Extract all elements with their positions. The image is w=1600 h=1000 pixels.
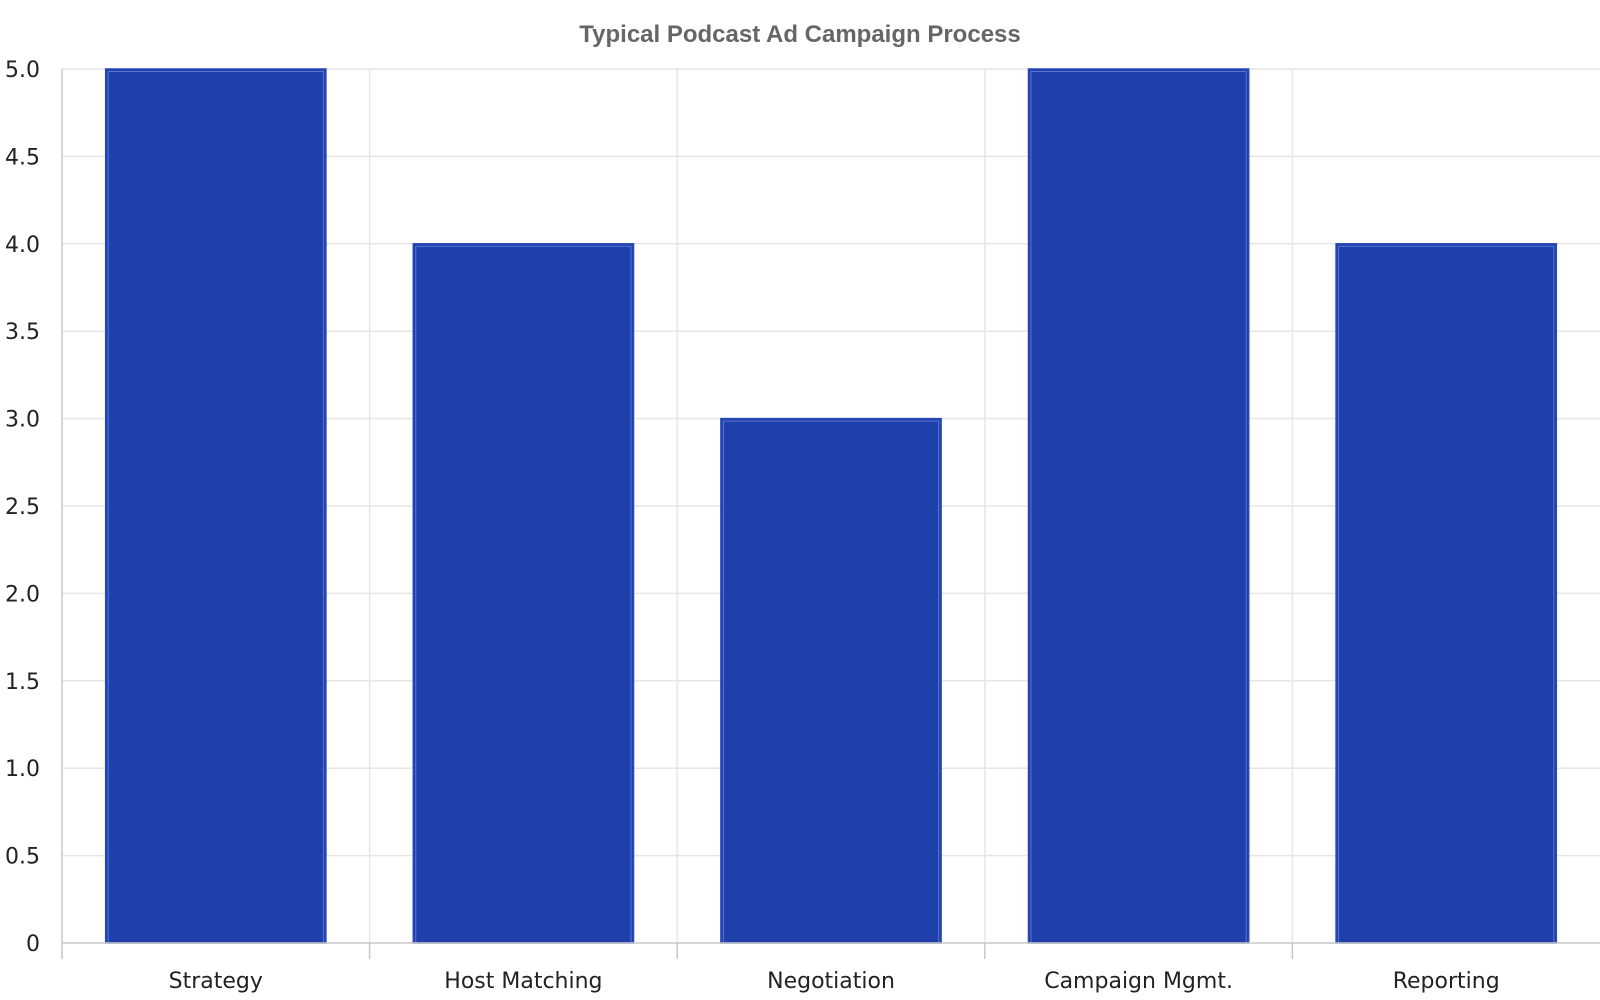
y-tick-label: 2.5 <box>5 495 40 520</box>
y-tick-labels: 0 0.5 1.0 1.5 2.0 2.5 3.0 3.5 4.0 4.5 5.0 <box>5 58 40 957</box>
x-tick-label: Strategy <box>169 969 263 994</box>
y-tick-label: 4.5 <box>5 145 40 170</box>
bar <box>720 417 942 944</box>
y-tick-label: 1.0 <box>5 757 40 782</box>
y-tick-label: 2.0 <box>5 582 40 607</box>
x-tick-label: Campaign Mgmt. <box>1044 969 1233 994</box>
bar-layer <box>104 68 1558 944</box>
y-tick-label: 4.0 <box>5 233 40 258</box>
y-tick-label: 3.0 <box>5 408 40 433</box>
y-tick-label: 0.5 <box>5 845 40 870</box>
x-tick-labels: Strategy Host Matching Negotiation Campaign… <box>169 969 1500 994</box>
y-tick-label: 1.5 <box>5 670 40 695</box>
y-tick-label: 0 <box>26 932 40 957</box>
x-tick-label: Negotiation <box>767 969 895 994</box>
chart-title: Typical Podcast Ad Campaign Process <box>579 21 1020 48</box>
bar <box>1335 243 1558 944</box>
bar <box>104 68 327 944</box>
x-tick-label: Host Matching <box>444 969 602 994</box>
bar <box>1027 68 1250 944</box>
bar <box>412 243 635 944</box>
y-tick-label: 3.5 <box>5 320 40 345</box>
axis-layer <box>61 69 1600 959</box>
x-tick-label: Reporting <box>1393 969 1500 994</box>
y-tick-label: 5.0 <box>5 58 40 83</box>
